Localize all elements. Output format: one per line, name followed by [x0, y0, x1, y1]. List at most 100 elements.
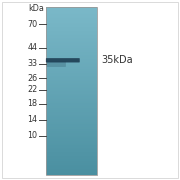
Text: 26: 26: [28, 74, 38, 83]
Bar: [46, 133, 97, 134]
Text: 22: 22: [27, 86, 38, 94]
Bar: [46, 143, 97, 144]
Bar: [46, 124, 97, 126]
Bar: [46, 137, 97, 138]
Bar: [46, 162, 97, 163]
Bar: [46, 9, 97, 10]
Bar: [46, 60, 97, 62]
Bar: [46, 172, 97, 173]
Bar: [46, 141, 97, 143]
Bar: [46, 62, 97, 63]
Bar: [46, 37, 97, 38]
Bar: [46, 154, 97, 155]
Bar: [46, 38, 97, 39]
Bar: [46, 110, 97, 112]
Bar: [46, 76, 97, 77]
Bar: [46, 82, 97, 84]
Bar: [46, 134, 97, 136]
Bar: [46, 95, 97, 96]
Bar: [46, 52, 97, 53]
Bar: [46, 39, 97, 41]
Bar: [46, 21, 97, 22]
Bar: [46, 105, 97, 106]
Bar: [46, 106, 97, 108]
Bar: [46, 74, 97, 76]
Bar: [46, 103, 97, 105]
Bar: [46, 109, 97, 111]
Bar: [46, 30, 97, 31]
Bar: [46, 28, 97, 30]
Bar: [46, 165, 97, 166]
Bar: [46, 117, 97, 119]
Bar: [46, 127, 97, 129]
Bar: [46, 119, 97, 120]
Bar: [46, 140, 97, 141]
Bar: [46, 81, 97, 82]
Bar: [46, 152, 97, 154]
Bar: [46, 46, 97, 48]
Bar: [46, 99, 97, 101]
Bar: [46, 78, 97, 80]
Bar: [46, 144, 97, 145]
Bar: [46, 168, 97, 169]
Bar: [46, 35, 97, 37]
Bar: [46, 50, 97, 52]
Bar: [46, 41, 97, 42]
Bar: [46, 66, 97, 67]
Bar: [46, 64, 97, 66]
Bar: [46, 20, 97, 21]
Text: 33: 33: [28, 59, 38, 68]
Bar: [46, 102, 97, 103]
Bar: [46, 7, 97, 9]
Bar: [46, 122, 97, 123]
Bar: [46, 131, 97, 133]
Bar: [46, 13, 97, 14]
Bar: [46, 156, 97, 158]
Bar: [46, 11, 97, 13]
Bar: [46, 84, 97, 85]
Text: kDa: kDa: [28, 4, 44, 13]
Bar: [46, 145, 97, 147]
Bar: [46, 80, 97, 81]
Bar: [46, 53, 97, 55]
Bar: [46, 101, 97, 102]
Bar: [46, 169, 97, 170]
Bar: [46, 45, 97, 46]
Bar: [46, 63, 97, 64]
Text: 18: 18: [28, 99, 38, 108]
Text: 70: 70: [28, 20, 38, 29]
Bar: [46, 123, 97, 124]
Bar: [46, 94, 97, 95]
Bar: [46, 149, 97, 151]
Bar: [46, 116, 97, 117]
Bar: [46, 25, 97, 27]
Bar: [46, 163, 97, 165]
Bar: [46, 17, 97, 18]
Bar: [46, 32, 97, 34]
Bar: [46, 77, 97, 78]
Bar: [46, 158, 97, 159]
Bar: [46, 67, 97, 69]
Bar: [46, 89, 97, 91]
Bar: [46, 24, 97, 25]
Bar: [46, 14, 97, 15]
Bar: [46, 85, 97, 87]
Text: 35kDa: 35kDa: [102, 55, 133, 65]
Text: 10: 10: [28, 131, 38, 140]
Text: 44: 44: [28, 43, 38, 52]
Bar: [46, 115, 97, 116]
Bar: [46, 138, 97, 140]
Bar: [46, 48, 97, 49]
Bar: [46, 43, 97, 45]
Bar: [46, 113, 97, 115]
Bar: [46, 88, 97, 89]
Bar: [46, 108, 97, 109]
Bar: [46, 130, 97, 131]
Bar: [46, 59, 97, 60]
Bar: [46, 161, 97, 162]
Bar: [46, 87, 97, 88]
Bar: [46, 56, 97, 57]
Bar: [46, 18, 97, 20]
Bar: [46, 70, 97, 71]
Bar: [46, 10, 97, 11]
